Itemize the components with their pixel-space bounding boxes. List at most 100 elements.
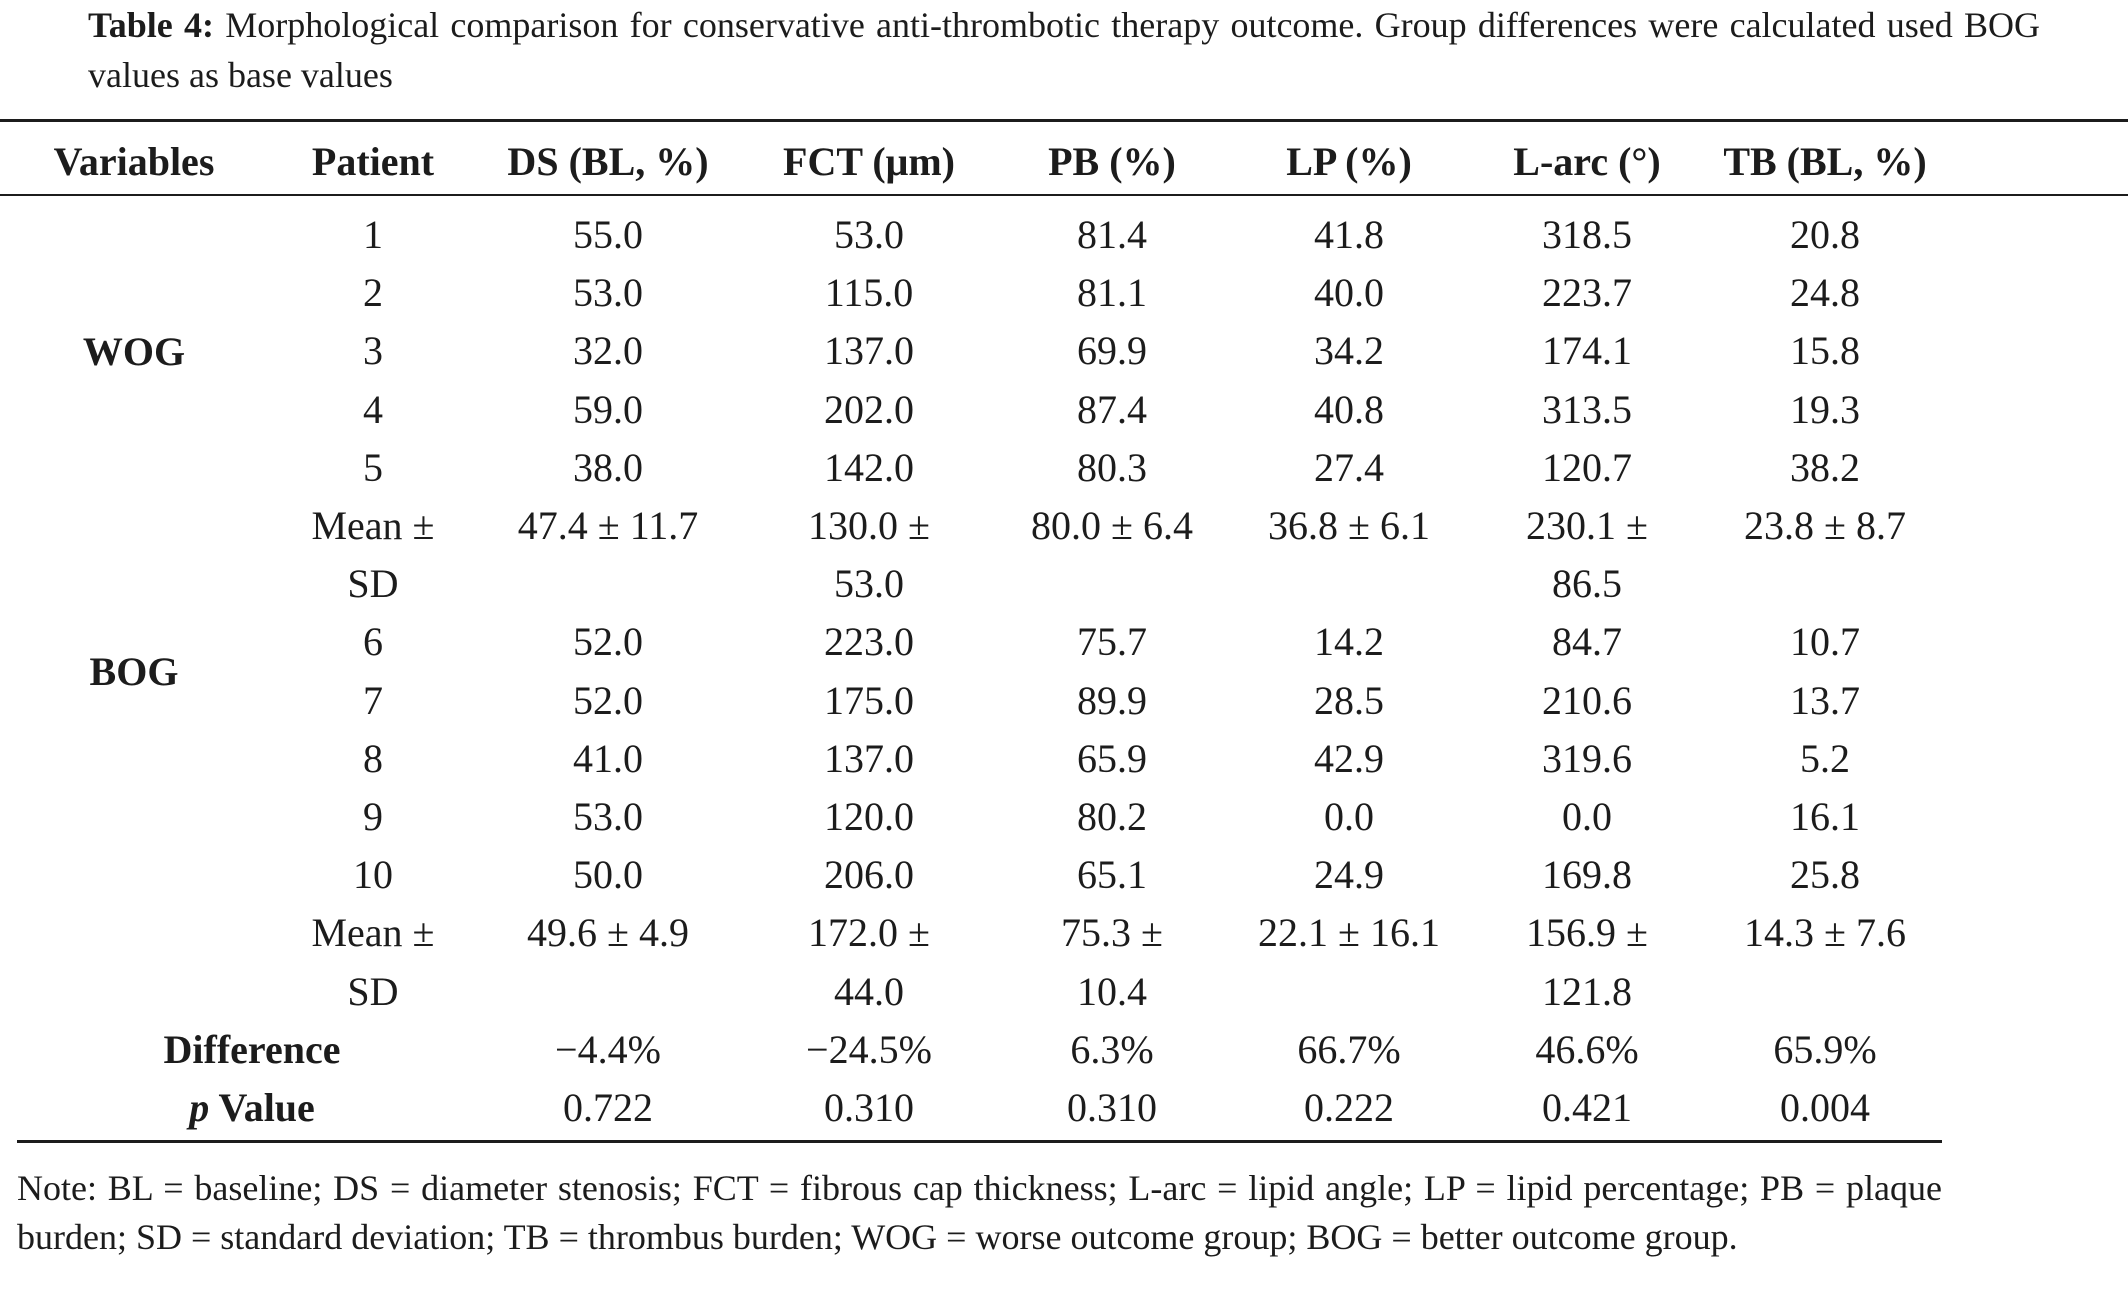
p-value: 0.722 xyxy=(563,1085,653,1130)
table-cell: 223.7 xyxy=(1542,270,1632,316)
table-cell: 9 xyxy=(363,794,383,839)
table-cell: 10.4 xyxy=(1077,968,1147,1014)
table-cell: 80.3 xyxy=(1077,444,1147,490)
table-cell: 52.0 xyxy=(573,619,643,665)
p-value: 0.004 xyxy=(1780,1085,1870,1130)
column-header: DS (BL, %) xyxy=(507,139,709,184)
table-cell: 42.9 xyxy=(1314,735,1384,781)
table-cell: 130.0 ± xyxy=(808,503,930,548)
table-cell: 75.3 ± xyxy=(1061,910,1163,956)
table-cell: Mean ± xyxy=(311,503,435,548)
column-header: L-arc (°) xyxy=(1513,139,1661,184)
table-cell: 172.0 ± xyxy=(808,910,930,956)
table-cell: 8 xyxy=(363,735,383,781)
table-cell: 65.1 xyxy=(1077,852,1147,898)
table-cell: 14.3 ± 7.6 xyxy=(1744,910,1906,956)
table-caption-label: Table 4: xyxy=(88,5,214,45)
p-value-label-italic: p xyxy=(189,1085,210,1130)
table-cell: 121.8 xyxy=(1542,968,1632,1014)
difference-value: −4.4% xyxy=(555,1026,661,1072)
table-cell: 36.8 ± 6.1 xyxy=(1268,503,1430,548)
table-cell: 84.7 xyxy=(1552,619,1622,665)
column-header: Variables xyxy=(53,139,215,184)
table-cell: 53.0 xyxy=(834,212,904,257)
table-cell: 230.1 ± xyxy=(1526,503,1648,548)
table-cell: 142.0 xyxy=(824,444,914,490)
table-cell: 16.1 xyxy=(1790,794,1860,839)
table-cell: 81.1 xyxy=(1077,270,1147,316)
table-cell: 75.7 xyxy=(1077,619,1147,665)
table-cell: 81.4 xyxy=(1077,212,1147,257)
column-header: PB (%) xyxy=(1048,139,1176,184)
table-cell: 34.2 xyxy=(1314,328,1384,374)
table-cell: 120.7 xyxy=(1542,444,1632,490)
table-cell: 38.2 xyxy=(1790,444,1860,490)
table-cell: 50.0 xyxy=(573,852,643,898)
table-cell: 15.8 xyxy=(1790,328,1860,374)
table-cell: 55.0 xyxy=(573,212,643,257)
table-cell: 313.5 xyxy=(1542,386,1632,432)
table-cell: 87.4 xyxy=(1077,386,1147,432)
table-cell: 210.6 xyxy=(1542,677,1632,723)
table-cell: 40.8 xyxy=(1314,386,1384,432)
table-cell: 47.4 ± 11.7 xyxy=(517,503,699,548)
table-cell: 59.0 xyxy=(573,386,643,432)
table-cell: 319.6 xyxy=(1542,735,1632,781)
table-top-rule xyxy=(0,119,2128,122)
table-cell: 1 xyxy=(363,212,383,257)
table-cell: 115.0 xyxy=(824,270,914,316)
table-cell: 0.0 xyxy=(1324,794,1374,839)
table-cell: 53.0 xyxy=(834,561,904,607)
table-cell: 32.0 xyxy=(573,328,643,374)
table-cell: 89.9 xyxy=(1077,677,1147,723)
table-cell: 38.0 xyxy=(573,444,643,490)
table-cell: 174.1 xyxy=(1542,328,1632,374)
table-cell: 10.7 xyxy=(1790,619,1860,665)
column-header: Patient xyxy=(311,139,435,184)
table-cell: 7 xyxy=(363,677,383,723)
table-cell: 69.9 xyxy=(1077,328,1147,374)
table-cell: 49.6 ± 4.9 xyxy=(527,910,689,956)
table-cell: 80.2 xyxy=(1077,794,1147,839)
table-cell: 41.0 xyxy=(573,735,643,781)
table-cell: 120.0 xyxy=(824,794,914,839)
table-cell: 44.0 xyxy=(834,968,904,1014)
table-note: Note: BL = baseline; DS = diameter steno… xyxy=(17,1168,1942,1257)
table-cell: 137.0 xyxy=(824,735,914,781)
table-cell: 5 xyxy=(363,444,383,490)
table-cell: 14.2 xyxy=(1314,619,1384,665)
group-label-wog: WOG xyxy=(82,328,186,374)
p-value: 0.421 xyxy=(1542,1085,1632,1130)
group-label-bog: BOG xyxy=(89,648,179,694)
difference-value: 6.3% xyxy=(1070,1026,1154,1072)
table-cell: 5.2 xyxy=(1800,735,1850,781)
table-cell: 65.9 xyxy=(1077,735,1147,781)
p-value-label-text: Value xyxy=(209,1085,315,1130)
difference-label: Difference xyxy=(163,1026,341,1072)
table-cell: 3 xyxy=(363,328,383,374)
table-cell: 6 xyxy=(363,619,383,665)
table-cell: 86.5 xyxy=(1552,561,1622,607)
table-cell: 223.0 xyxy=(824,619,914,665)
table-cell: 52.0 xyxy=(573,677,643,723)
table-cell: 41.8 xyxy=(1314,212,1384,257)
table-caption: Table 4: Morphological comparison for co… xyxy=(88,0,2040,100)
table-cell: 53.0 xyxy=(573,270,643,316)
table-cell: 318.5 xyxy=(1542,212,1632,257)
p-value-label: p Value xyxy=(189,1079,315,1137)
table-cell: 24.9 xyxy=(1314,852,1384,898)
table-caption-text: Morphological comparison for conservativ… xyxy=(88,5,2041,95)
column-header: LP (%) xyxy=(1286,139,1412,184)
table-cell: 2 xyxy=(363,270,383,316)
table-cell: 10 xyxy=(353,852,393,898)
table-cell: 80.0 ± 6.4 xyxy=(1031,503,1193,548)
table-cell: 206.0 xyxy=(824,852,914,898)
table-cell: 0.0 xyxy=(1562,794,1612,839)
table-cell: 40.0 xyxy=(1314,270,1384,316)
table-header-rule xyxy=(0,194,2128,196)
p-value: 0.222 xyxy=(1304,1085,1394,1130)
table-cell: 25.8 xyxy=(1790,852,1860,898)
p-value: 0.310 xyxy=(824,1085,914,1130)
table-cell: 23.8 ± 8.7 xyxy=(1744,503,1906,548)
table-cell: 53.0 xyxy=(573,794,643,839)
